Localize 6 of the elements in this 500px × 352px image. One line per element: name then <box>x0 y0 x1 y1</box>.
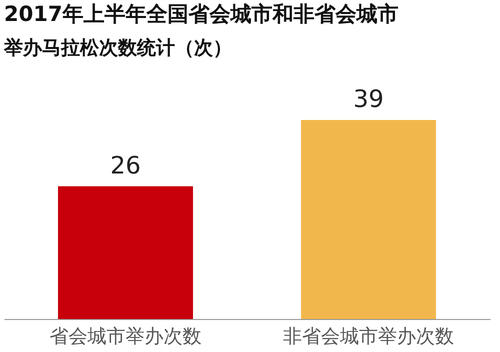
chart-subtitle: 举办马拉松次数统计（次） <box>3 36 232 59</box>
data-label: 39 <box>353 84 384 113</box>
x-tick-label: 省会城市举办次数 <box>50 326 202 348</box>
chart-title: 2017年上半年全国省会城市和非省会城市 <box>4 2 398 26</box>
data-label: 26 <box>110 151 141 180</box>
x-tick-label: 非省会城市举办次数 <box>283 326 454 348</box>
